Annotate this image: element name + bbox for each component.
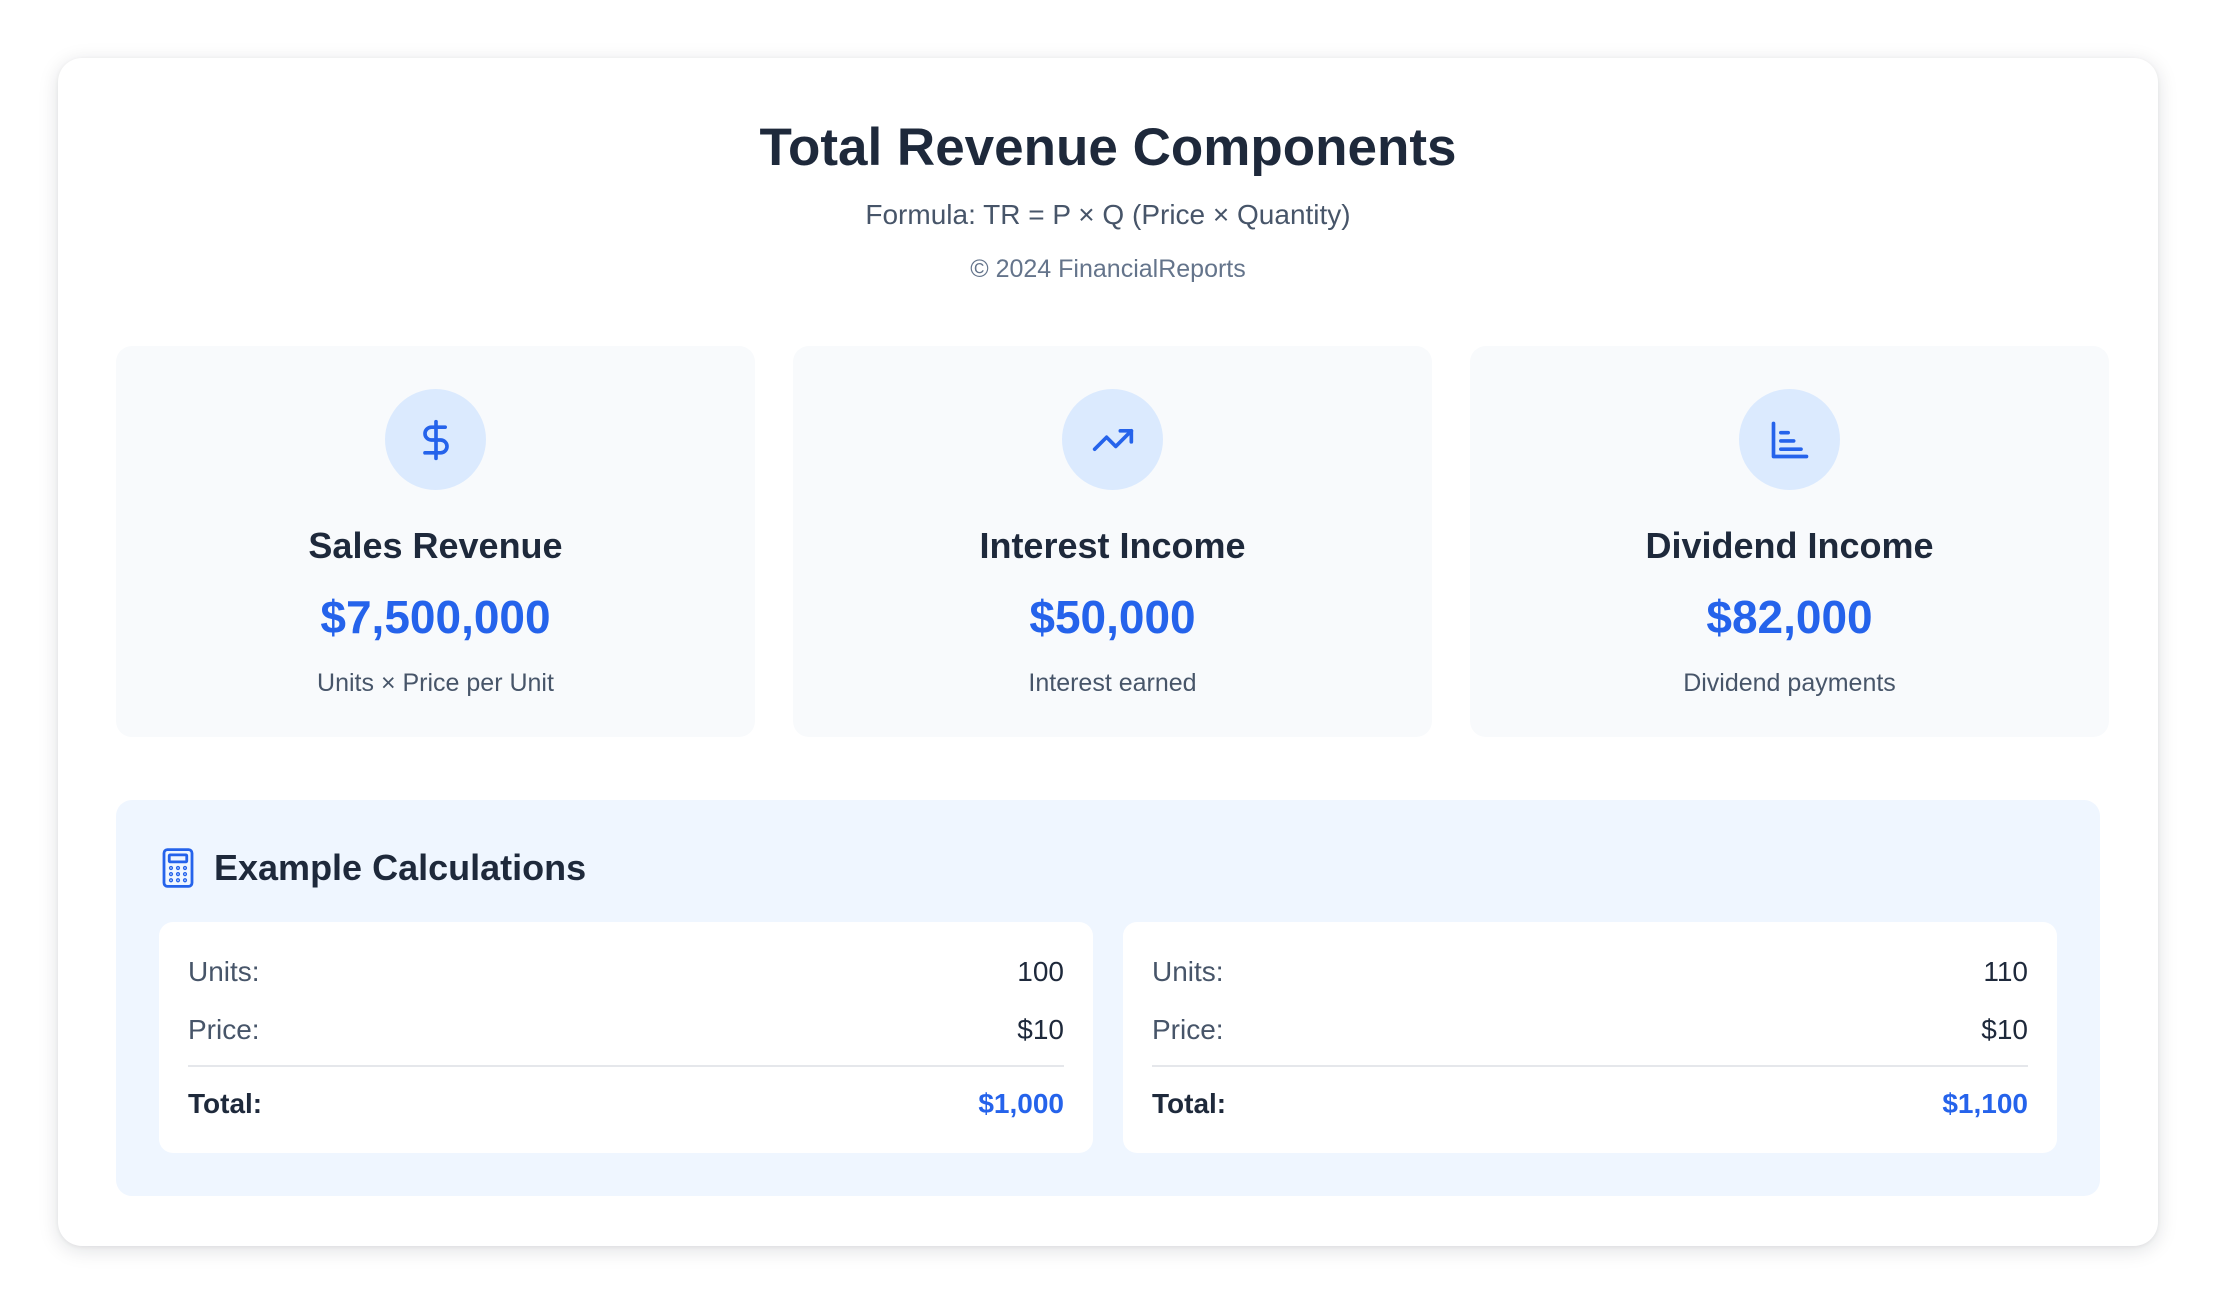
- units-value: 110: [1983, 956, 2028, 987]
- units-row: Units: 110: [1152, 952, 2028, 992]
- copyright-text: © 2024 FinancialReports: [970, 255, 1246, 283]
- metric-card-interest-income: Interest Income $50,000 Interest earned: [793, 346, 1432, 737]
- total-value: $1,100: [1942, 1088, 2028, 1119]
- metric-value: $7,500,000: [320, 591, 551, 643]
- metric-label: Dividend Income: [1645, 525, 1934, 566]
- total-value: $1,000: [978, 1088, 1064, 1119]
- revenue-card: Total Revenue Components Formula: TR = P…: [58, 58, 2158, 1246]
- trending-up-icon: [1062, 389, 1163, 490]
- price-row: Price: $10: [188, 1010, 1064, 1050]
- price-value: $10: [1017, 1014, 1064, 1045]
- price-label: Price:: [188, 1014, 260, 1045]
- calculation-card: Units: 110 Price: $10 Total: $1,100: [1123, 922, 2057, 1153]
- total-label: Total:: [1152, 1088, 1227, 1119]
- total-label: Total:: [188, 1088, 263, 1119]
- metric-description: Dividend payments: [1683, 669, 1896, 697]
- metric-label: Interest Income: [979, 525, 1246, 566]
- divider: [188, 1065, 1064, 1067]
- metric-description: Units × Price per Unit: [317, 669, 554, 697]
- total-row: Total: $1,000: [188, 1084, 1064, 1124]
- divider: [1152, 1065, 2028, 1067]
- dollar-icon: [385, 389, 486, 490]
- example-calculations-section: Example Calculations Units: 100 Price: $…: [116, 800, 2100, 1196]
- metric-description: Interest earned: [1028, 669, 1197, 697]
- formula-text: Formula: TR = P × Q (Price × Quantity): [865, 199, 1351, 230]
- total-row: Total: $1,100: [1152, 1084, 2028, 1124]
- calculator-icon: [162, 848, 194, 888]
- units-label: Units:: [1152, 956, 1224, 987]
- price-label: Price:: [1152, 1014, 1224, 1045]
- metric-value: $82,000: [1706, 591, 1873, 643]
- units-label: Units:: [188, 956, 260, 987]
- bar-chart-icon: [1739, 389, 1840, 490]
- price-row: Price: $10: [1152, 1010, 2028, 1050]
- examples-title: Example Calculations: [214, 847, 587, 888]
- units-value: 100: [1017, 956, 1064, 987]
- examples-heading: Example Calculations: [160, 842, 586, 894]
- price-value: $10: [1981, 1014, 2028, 1045]
- page-title: Total Revenue Components: [759, 118, 1457, 177]
- metric-value: $50,000: [1029, 591, 1196, 643]
- units-row: Units: 100: [188, 952, 1064, 992]
- metric-label: Sales Revenue: [308, 525, 563, 566]
- metric-card-sales-revenue: Sales Revenue $7,500,000 Units × Price p…: [116, 346, 755, 737]
- metric-card-dividend-income: Dividend Income $82,000 Dividend payment…: [1470, 346, 2109, 737]
- calculation-card: Units: 100 Price: $10 Total: $1,000: [159, 922, 1093, 1153]
